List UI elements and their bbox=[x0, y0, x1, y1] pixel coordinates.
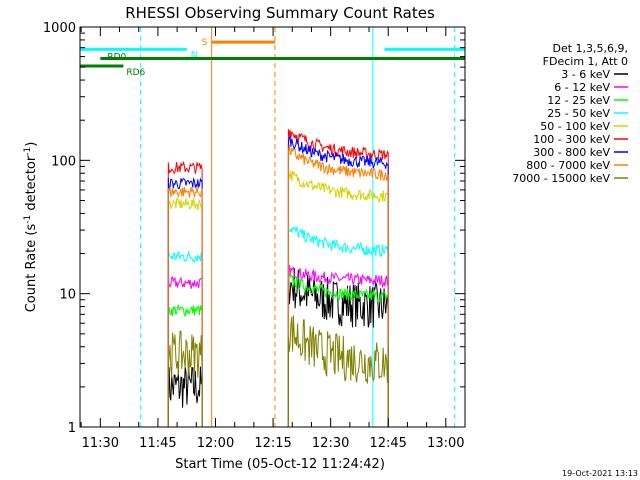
legend: Det 1,3,5,6,9,FDecim 1, Att 03 - 6 keV6 … bbox=[512, 42, 628, 185]
series-line-7-segment-2 bbox=[287, 144, 389, 427]
y-axis-label-part3: ) bbox=[24, 142, 39, 147]
series-line-4-segment-1 bbox=[167, 197, 203, 427]
legend-title-line: FDecim 1, Att 0 bbox=[543, 55, 628, 68]
x-tick-label: 12:15 bbox=[254, 436, 291, 451]
series-line-6-segment-2 bbox=[287, 135, 389, 427]
y-tick-label: 10 bbox=[59, 288, 76, 303]
series-line-3-segment-2 bbox=[287, 225, 389, 427]
y-tick-label: 1000 bbox=[43, 21, 76, 36]
series-line-8-segment-2 bbox=[287, 315, 389, 427]
x-tick-label: 11:45 bbox=[139, 436, 176, 451]
legend-title-line: Det 1,3,5,6,9, bbox=[552, 42, 628, 55]
plot-frame bbox=[79, 26, 466, 428]
flag-label-rd0: RD0 bbox=[107, 53, 126, 63]
series-line-2-segment-2 bbox=[287, 273, 389, 427]
series-line-1-segment-2 bbox=[287, 264, 389, 427]
legend-label: 300 - 800 keV bbox=[533, 146, 610, 159]
legend-label: 100 - 300 keV bbox=[533, 133, 610, 146]
x-tick-label: 11:30 bbox=[82, 436, 119, 451]
legend-label: 50 - 100 keV bbox=[540, 120, 610, 133]
y-tick-label: 100 bbox=[51, 154, 76, 169]
series-line-5-segment-1 bbox=[167, 160, 203, 427]
series-line-7-segment-1 bbox=[167, 186, 203, 427]
series-line-4-segment-2 bbox=[287, 170, 389, 427]
legend-label: 3 - 6 keV bbox=[561, 68, 610, 81]
x-tick-label: 12:00 bbox=[197, 436, 234, 451]
legend-label: 6 - 12 keV bbox=[554, 81, 610, 94]
x-axis-label: Start Time (05-Oct-12 11:24:42) bbox=[175, 457, 385, 472]
x-tick-label: 12:30 bbox=[312, 436, 349, 451]
legend-label: 800 - 7000 keV bbox=[526, 159, 610, 172]
flag-label-n: N bbox=[191, 50, 198, 60]
footer-timestamp: 19-Oct-2021 13:13 bbox=[562, 469, 638, 478]
legend-label: 12 - 25 keV bbox=[547, 94, 610, 107]
flag-label-rd6: RD6 bbox=[126, 68, 145, 78]
legend-label: 7000 - 15000 keV bbox=[512, 172, 610, 185]
y-axis: 1 10 100 1000 bbox=[43, 21, 465, 436]
y-tick-label: 1 bbox=[68, 421, 76, 436]
series-line-8-segment-1 bbox=[167, 330, 203, 427]
y-axis-label-sup2: -1 bbox=[23, 147, 33, 156]
y-axis-label-sup1: -1 bbox=[23, 215, 33, 224]
y-axis-label-part2: detector bbox=[24, 155, 39, 215]
x-tick-label: 13:00 bbox=[427, 436, 464, 451]
x-tick-label: 12:45 bbox=[369, 436, 406, 451]
series-line-1-segment-1 bbox=[167, 275, 203, 427]
series-line-3-segment-1 bbox=[167, 250, 203, 427]
x-axis: 11:30 11:45 12:00 12:15 12:30 12:45 13:00 bbox=[80, 27, 466, 451]
y-axis-label: Count Rate (s-1 detector-1) bbox=[23, 142, 39, 313]
flag-label-s: S bbox=[202, 38, 208, 48]
series-line-2-segment-1 bbox=[167, 304, 203, 427]
y-axis-label-part1: Count Rate (s bbox=[24, 224, 39, 313]
series-line-5-segment-2 bbox=[287, 129, 389, 427]
series-line-0-segment-2 bbox=[287, 265, 389, 427]
chart-title: RHESSI Observing Summary Count Rates bbox=[125, 4, 435, 22]
legend-label: 25 - 50 keV bbox=[547, 107, 610, 120]
